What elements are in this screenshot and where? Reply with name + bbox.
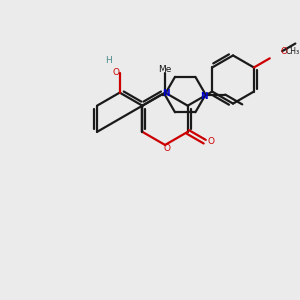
Text: CH₃: CH₃: [286, 46, 300, 56]
Text: O: O: [280, 46, 287, 56]
Text: O: O: [113, 68, 120, 77]
Text: N: N: [200, 92, 208, 100]
Text: N: N: [163, 88, 170, 98]
Text: H: H: [105, 56, 112, 65]
Text: O: O: [208, 137, 215, 146]
Text: Me: Me: [158, 65, 172, 74]
Text: O: O: [163, 144, 170, 153]
